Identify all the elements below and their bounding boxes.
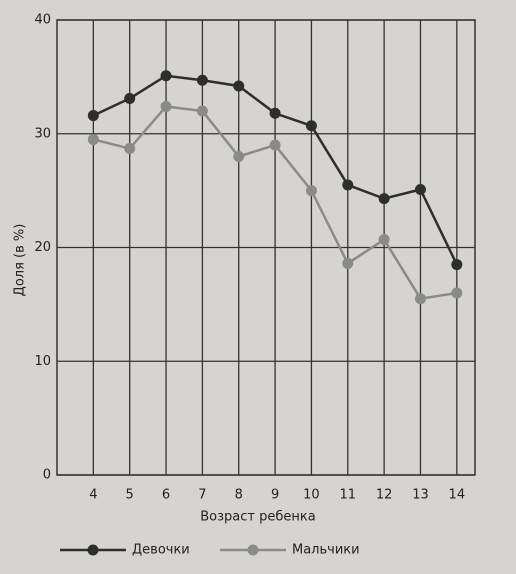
x-tick-label: 9 xyxy=(271,488,279,503)
point xyxy=(378,193,390,205)
x-tick-label: 12 xyxy=(376,488,393,503)
point xyxy=(305,120,317,132)
point xyxy=(196,74,208,86)
x-tick-label: 14 xyxy=(449,488,466,503)
point xyxy=(269,139,281,151)
y-tick-label: 20 xyxy=(34,240,51,255)
y-tick-label: 30 xyxy=(34,126,51,141)
point xyxy=(87,110,99,122)
x-tick-label: 5 xyxy=(126,488,134,503)
point xyxy=(414,293,426,305)
point xyxy=(378,234,390,246)
point xyxy=(124,143,136,155)
x-tick-label: 6 xyxy=(162,488,170,503)
point xyxy=(451,287,463,299)
point xyxy=(87,133,99,145)
point xyxy=(269,107,281,119)
point xyxy=(160,70,172,82)
point xyxy=(196,105,208,117)
x-tick-label: 11 xyxy=(340,488,357,503)
x-tick-label: 4 xyxy=(89,488,97,503)
legend-marker xyxy=(247,544,259,556)
x-tick-label: 13 xyxy=(412,488,429,503)
point xyxy=(233,80,245,92)
legend-label: Мальчики xyxy=(292,543,360,558)
point xyxy=(124,92,136,104)
legend-marker xyxy=(87,544,99,556)
point xyxy=(160,100,172,112)
x-tick-label: 7 xyxy=(198,488,206,503)
x-axis-label: Возраст ребенка xyxy=(200,510,315,525)
point xyxy=(342,179,354,191)
legend-label: Девочки xyxy=(132,543,190,558)
point xyxy=(233,151,245,162)
y-axis-label: Доля (в %) xyxy=(13,224,28,297)
point xyxy=(414,183,426,195)
point xyxy=(305,185,317,197)
point xyxy=(451,259,463,271)
y-tick-label: 40 xyxy=(34,13,51,28)
x-tick-label: 8 xyxy=(235,488,243,503)
point xyxy=(342,257,354,269)
y-tick-label: 10 xyxy=(34,354,51,369)
x-tick-label: 10 xyxy=(303,488,320,503)
y-tick-label: 0 xyxy=(43,468,51,483)
